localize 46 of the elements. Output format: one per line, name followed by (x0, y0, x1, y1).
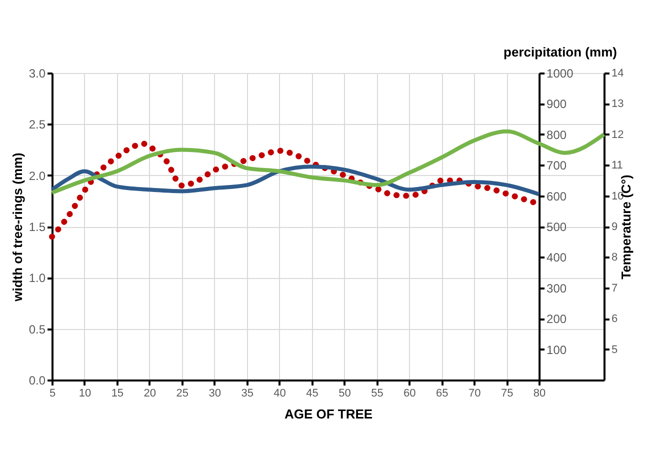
x-tick-label: 20 (144, 388, 156, 400)
y3-tick-label: 9 (612, 221, 618, 233)
y2-tick-label: 300 (546, 281, 567, 296)
y2-tick-label: 700 (546, 158, 567, 173)
y-tick-label: 2.0 (28, 168, 46, 183)
y2-tick-label: 500 (546, 220, 567, 234)
x-tick-label: 45 (306, 388, 318, 400)
y2-tick-label: 200 (546, 312, 567, 326)
x-tick-label: 60 (404, 388, 416, 400)
x-tick-label: 50 (338, 388, 351, 400)
x-tick-label: 75 (500, 388, 514, 400)
x-tick-label: 25 (176, 388, 189, 400)
x-tick-label: 15 (111, 388, 124, 400)
x-tick-label: 40 (274, 388, 286, 400)
y-axis-title: width of tree-rings (mm) (10, 152, 25, 302)
line-series (50, 164, 542, 196)
y2-axis-title: percipitation (mm) (504, 44, 617, 60)
y3-tick-label: 8 (612, 252, 618, 264)
y-tick-label: 0.5 (28, 322, 46, 336)
x-tick-label: 70 (468, 388, 481, 400)
y3-tick-label: 13 (612, 98, 624, 110)
y-tick-label: 1.5 (28, 220, 46, 234)
x-tick-label: 30 (208, 388, 221, 400)
x-tick-label: 80 (533, 388, 546, 400)
y-tick-label: 3.0 (28, 66, 46, 80)
y2-tick-label: 800 (546, 128, 567, 142)
y2-tick-label: 1000 (546, 66, 574, 80)
y3-tick-label: 5 (612, 344, 618, 356)
y-tick-label: 0.0 (28, 374, 46, 388)
x-tick-label: 35 (241, 388, 254, 400)
x-tick-label: 5 (49, 388, 56, 400)
x-tick-label: 55 (371, 388, 384, 400)
y3-tick-label: 12 (612, 128, 624, 141)
y3-tick-label: 6 (612, 313, 618, 326)
y2-tick-label: 100 (546, 342, 567, 357)
x-axis-title: AGE OF TREE (284, 406, 373, 422)
x-tick-label: 10 (78, 388, 92, 400)
y2-tick-label: 900 (546, 97, 567, 112)
y3-tick-label: 7 (612, 282, 618, 294)
y2-tick-label: 600 (546, 189, 567, 204)
y3-tick-label: 14 (612, 68, 624, 80)
y3-tick-label: 11 (612, 160, 623, 172)
y-tick-label: 1.0 (28, 271, 46, 286)
y-tick-label: 2.5 (28, 118, 46, 132)
x-tick-label: 65 (436, 388, 448, 400)
y2-tick-label: 400 (546, 250, 567, 265)
